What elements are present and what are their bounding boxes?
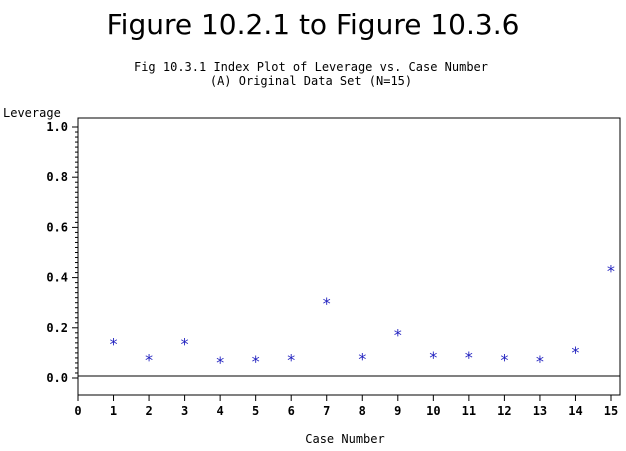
- data-point: *: [322, 294, 332, 313]
- x-tick-label: 13: [533, 404, 547, 418]
- x-tick-label: 9: [394, 404, 401, 418]
- y-axis: 0.0 0.2 0.4 0.6 0.8 1.0: [46, 120, 78, 385]
- x-tick-label: 7: [323, 404, 330, 418]
- y-tick-label: 0.8: [46, 170, 68, 184]
- x-axis: 0 1 2 3 4 5 6 7 8 9 10 11 12 13 14 15: [74, 395, 618, 418]
- data-point: *: [109, 334, 119, 353]
- y-tick-label: 0.0: [46, 371, 68, 385]
- data-point: *: [215, 353, 225, 372]
- data-point: *: [144, 351, 154, 370]
- y-tick-label: 0.2: [46, 321, 68, 335]
- y-axis-label: Leverage: [3, 106, 61, 120]
- x-tick-label: 6: [288, 404, 295, 418]
- data-point: *: [535, 352, 545, 371]
- x-tick-label: 2: [145, 404, 152, 418]
- data-points: * * * * * * * * * * * * * * *: [109, 262, 616, 373]
- chart-subtitle-line-1: Fig 10.3.1 Index Plot of Leverage vs. Ca…: [134, 60, 488, 74]
- data-point: *: [571, 343, 581, 362]
- x-tick-label: 12: [497, 404, 511, 418]
- x-axis-label: Case Number: [305, 432, 384, 446]
- data-point: *: [429, 348, 439, 367]
- data-point: *: [464, 348, 474, 367]
- data-point: *: [606, 262, 616, 281]
- data-point: *: [393, 326, 403, 345]
- x-tick-label: 0: [74, 404, 81, 418]
- x-tick-label: 8: [359, 404, 366, 418]
- x-tick-label: 1: [110, 404, 117, 418]
- data-point: *: [357, 349, 367, 368]
- x-tick-label: 11: [462, 404, 476, 418]
- y-tick-label: 1.0: [46, 120, 68, 134]
- x-tick-label: 10: [426, 404, 440, 418]
- x-tick-label: 14: [568, 404, 582, 418]
- x-tick-label: 3: [181, 404, 188, 418]
- data-point: *: [251, 352, 261, 371]
- data-point: *: [286, 351, 296, 370]
- data-point: *: [180, 334, 190, 353]
- chart-title: Figure 10.2.1 to Figure 10.3.6: [107, 8, 520, 41]
- data-point: *: [500, 351, 510, 370]
- x-tick-label: 4: [217, 404, 224, 418]
- x-tick-label: 15: [604, 404, 618, 418]
- x-tick-label: 5: [252, 404, 259, 418]
- y-tick-label: 0.6: [46, 220, 68, 234]
- plot-frame: [77, 117, 621, 396]
- y-tick-label: 0.4: [46, 271, 68, 285]
- chart-subtitle-line-2: (A) Original Data Set (N=15): [210, 74, 412, 88]
